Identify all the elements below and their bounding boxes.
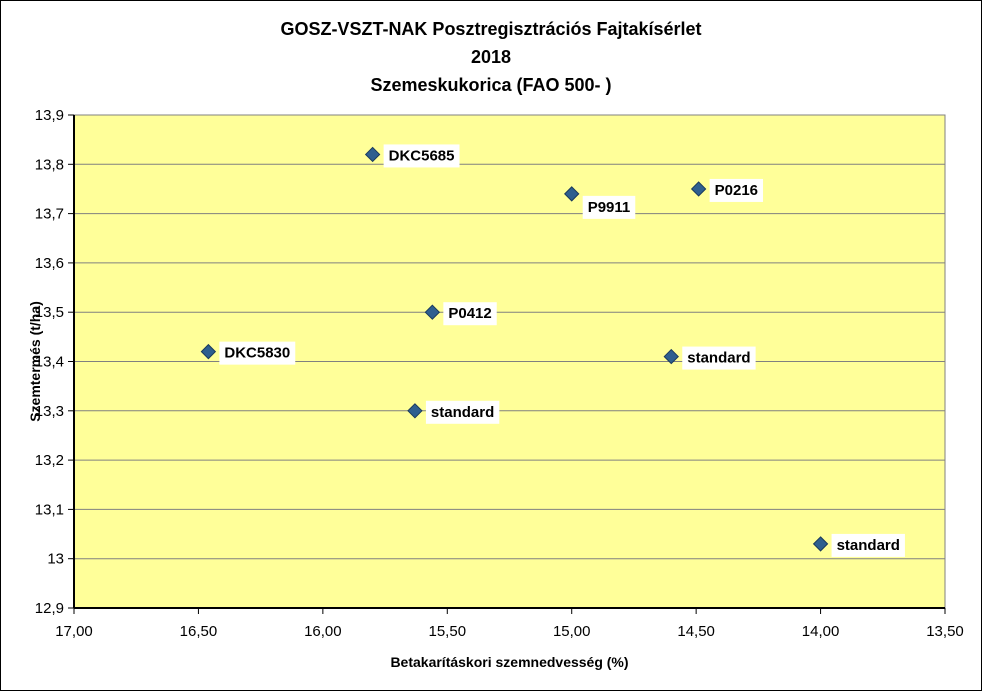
point-label: standard [687, 350, 750, 367]
point-label-bg [443, 302, 497, 326]
point-label-bg [219, 341, 296, 365]
y-tick-label: 13,7 [35, 206, 64, 223]
point-label-bg [831, 533, 905, 557]
y-tick-label: 12,9 [35, 600, 64, 617]
point-marker [690, 181, 707, 197]
x-axis-label: Betakarításkori szemnedvesség (%) [390, 654, 628, 670]
y-tick-label: 13,3 [35, 403, 64, 420]
x-tick-label: 15,00 [553, 623, 591, 640]
x-tick-label: 13,50 [926, 623, 964, 640]
point-label: standard [431, 404, 494, 421]
x-tick-label: 16,00 [304, 623, 342, 640]
data-point-5: standard [663, 346, 756, 370]
point-marker [812, 536, 829, 552]
x-tick-label: 14,50 [677, 623, 715, 640]
point-label-bg [383, 144, 460, 168]
point-label: DKC5685 [389, 147, 455, 164]
y-axis-label: Szemtermés (t/ha) [27, 301, 43, 422]
data-points: DKC5685 P9911 P0216 P0412 DKC5830 standard sta… [200, 144, 905, 557]
point-marker [364, 146, 381, 163]
point-label-bg [682, 346, 756, 370]
y-tick-label: 13,2 [35, 452, 64, 469]
x-axis-ticks: 17,00 16,50 16,00 15,50 15,00 14,50 14,00 13,50 [55, 608, 964, 640]
point-label-bg [582, 195, 636, 219]
y-tick-label: 13,8 [35, 156, 64, 173]
data-point-7: standard [812, 533, 905, 557]
point-marker [564, 186, 580, 202]
chart-title-line-2: 2018 [470, 47, 512, 67]
x-tick-label: 14,00 [802, 623, 840, 640]
y-tick-label: 13,5 [35, 304, 64, 321]
point-label: P9911 [588, 199, 631, 216]
chart-title-line-1: GOSZ-VSZT-NAK Posztregisztrációs Fajtakí… [280, 19, 702, 39]
y-tick-label: 13,9 [35, 107, 64, 124]
y-tick-label: 13 [47, 551, 64, 568]
data-point-6: standard [407, 400, 500, 424]
data-point-2: P0216 [690, 178, 764, 202]
point-label-bg [709, 178, 764, 202]
point-marker [424, 304, 441, 320]
point-marker [663, 348, 679, 365]
x-tick-label: 17,00 [55, 623, 93, 640]
x-tick-label: 16,50 [180, 623, 218, 640]
y-tick-label: 13,1 [35, 501, 64, 518]
data-point-0: DKC5685 [364, 144, 460, 168]
y-axis-ticks: 12,9 13 13,1 13,2 13,3 13,4 13,5 13,6 13,7 13,8 13… [35, 107, 74, 617]
point-marker [200, 343, 217, 360]
point-label: P0412 [448, 305, 491, 322]
chart-title-line-3: Szemeskukorica (FAO 500- ) [370, 75, 612, 95]
point-label-bg [425, 400, 500, 424]
point-label: DKC5830 [224, 345, 290, 362]
point-label: P0216 [715, 182, 758, 199]
y-tick-label: 13,4 [35, 354, 64, 371]
point-label: standard [837, 537, 900, 554]
point-marker [407, 403, 423, 419]
y-tick-label: 13,6 [35, 255, 64, 272]
data-point-1: P9911 [564, 186, 636, 219]
x-tick-label: 15,50 [429, 623, 467, 640]
data-point-3: P0412 [424, 302, 497, 326]
data-point-4: DKC5830 [200, 341, 296, 365]
